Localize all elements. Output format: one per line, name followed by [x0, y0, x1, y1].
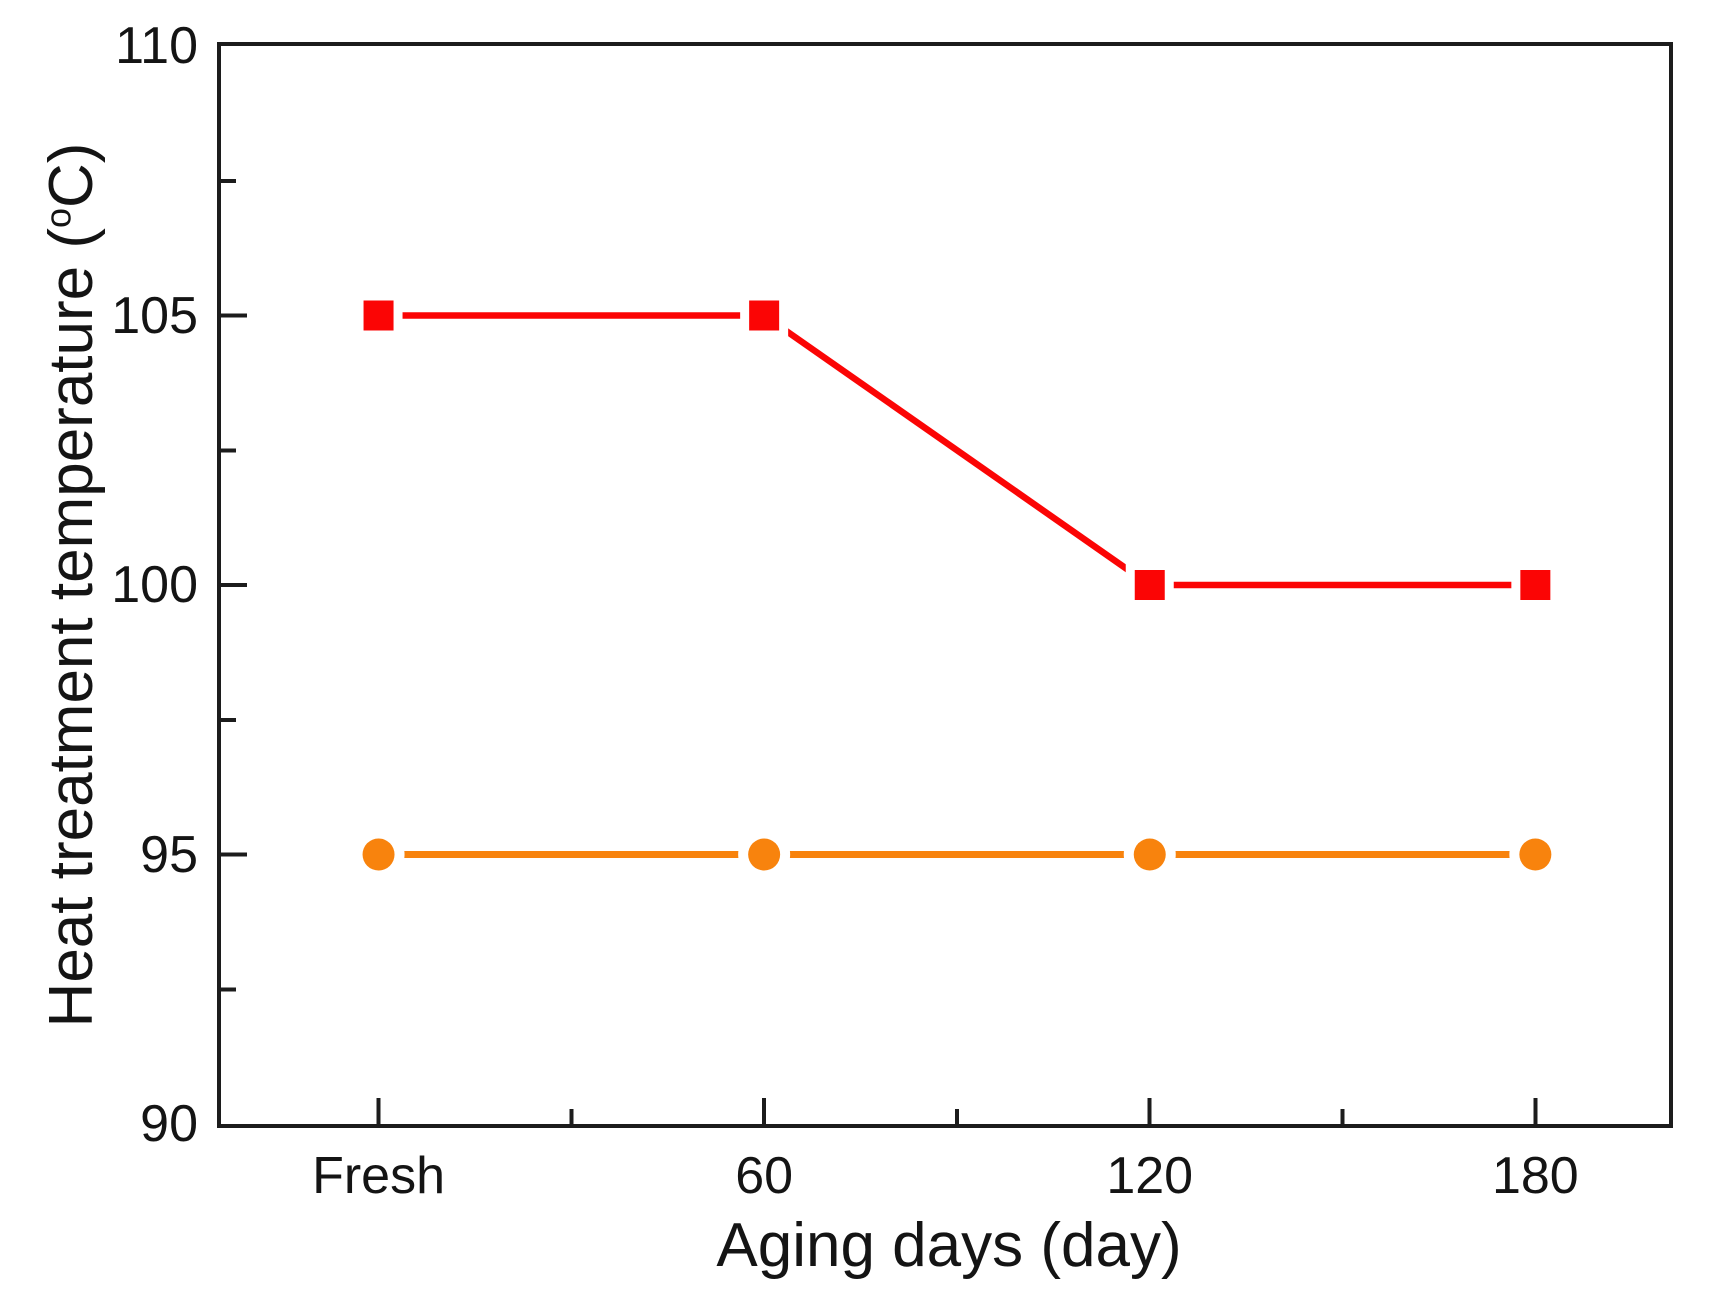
x-tick-label: 120: [1106, 1147, 1194, 1205]
y-tick-label: 100: [111, 556, 198, 614]
y-tick-label: 90: [140, 1095, 198, 1153]
x-tick-label: 180: [1491, 1147, 1579, 1205]
y-tick-label: 105: [111, 286, 198, 345]
y-tick-label: 110: [115, 17, 198, 75]
y-axis-title-unit: C): [37, 142, 106, 208]
y-axis-title-text: Heat treatment temperature (: [37, 227, 106, 1028]
red-square-series-segment: [762, 312, 1152, 588]
x-tick-label: Fresh: [312, 1147, 445, 1205]
circle-marker: [748, 838, 781, 871]
plot-area: [217, 42, 1673, 1128]
circle-marker: [1133, 838, 1166, 871]
degree-superscript: o: [37, 207, 79, 228]
x-tick-label: 60: [735, 1147, 794, 1205]
circle-marker: [1519, 838, 1552, 871]
square-marker: [1520, 570, 1551, 600]
square-marker: [749, 300, 780, 331]
y-tick-label: 95: [140, 825, 198, 884]
plot-svg: [221, 178, 1562, 1124]
square-marker: [363, 300, 394, 331]
circle-marker: [362, 838, 395, 871]
x-axis-title: Aging days (day): [716, 1211, 1182, 1280]
square-marker: [1134, 570, 1165, 600]
